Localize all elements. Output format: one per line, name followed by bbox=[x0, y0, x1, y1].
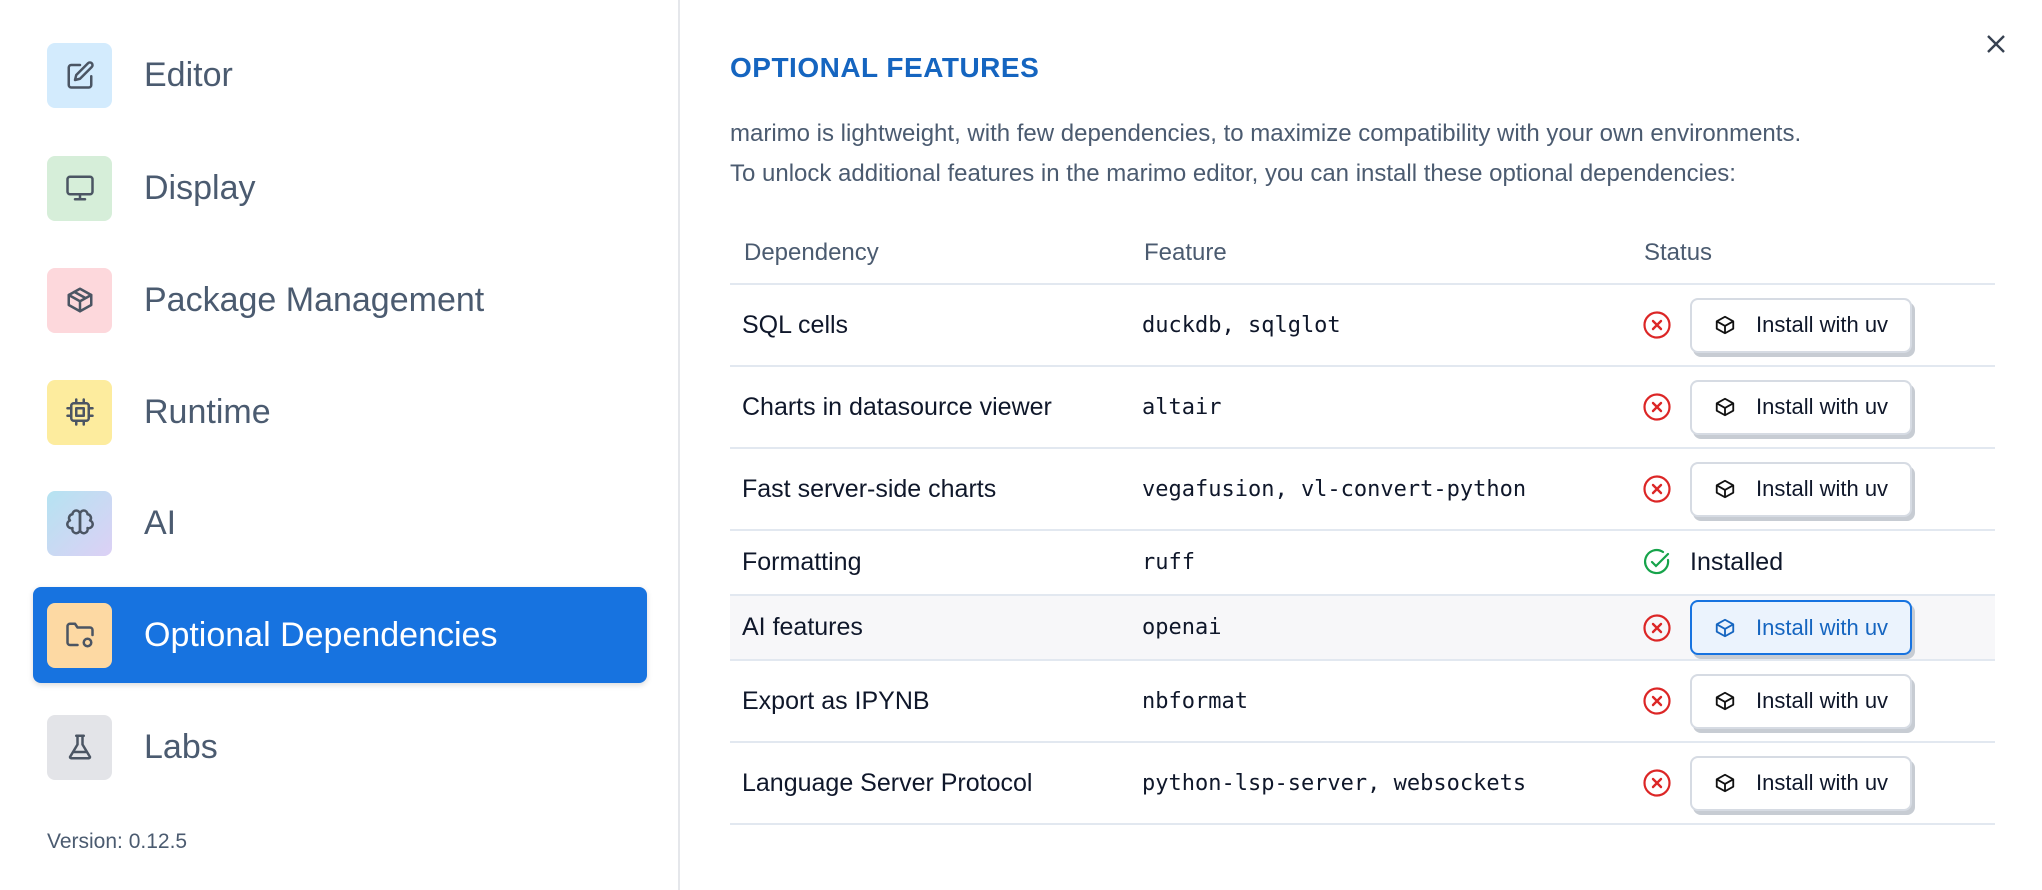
package-icon bbox=[1715, 397, 1735, 417]
dependency-cell: Export as IPYNB bbox=[730, 660, 1130, 743]
sidebar-item-label: Runtime bbox=[144, 392, 271, 431]
sidebar-item-editor[interactable]: Editor bbox=[33, 27, 647, 123]
table-row: Fast server-side charts vegafusion, vl-co… bbox=[730, 448, 1995, 531]
install-with-uv-button[interactable]: Install with uv bbox=[1690, 379, 1913, 435]
table-row: Charts in datasource viewer altair Install… bbox=[730, 366, 1995, 449]
button-label: Install with uv bbox=[1756, 394, 1889, 419]
sidebar-item-label: Editor bbox=[144, 55, 233, 94]
x-circle-icon bbox=[1643, 311, 1671, 339]
feature-cell: duckdb, sqlglot bbox=[1130, 284, 1630, 367]
x-circle-icon bbox=[1643, 687, 1671, 715]
button-label: Install with uv bbox=[1756, 476, 1889, 501]
description: marimo is lightweight, with few dependen… bbox=[730, 114, 2030, 194]
cpu-icon bbox=[47, 379, 112, 445]
check-circle-icon bbox=[1644, 548, 1670, 574]
feature-cell: ruff bbox=[1130, 530, 1630, 596]
x-circle-icon bbox=[1643, 475, 1671, 503]
package-icon bbox=[1715, 618, 1735, 637]
package-icon bbox=[47, 267, 112, 333]
dependency-cell: Charts in datasource viewer bbox=[730, 366, 1130, 449]
close-icon bbox=[1987, 35, 2005, 53]
version-label: Version: 0.12.5 bbox=[47, 830, 188, 853]
button-label: Install with uv bbox=[1756, 688, 1889, 713]
sidebar-item-label: Optional Dependencies bbox=[144, 615, 498, 654]
sidebar-item-label: AI bbox=[144, 503, 177, 542]
column-header-dependency: Dependency bbox=[730, 222, 1130, 285]
sidebar-item-package-management[interactable]: Package Management bbox=[33, 252, 647, 348]
description-line: To unlock additional features in the mar… bbox=[730, 160, 1736, 187]
settings-sidebar: Version: 0.12.5 Editor Display Package Man… bbox=[0, 0, 680, 890]
sidebar-item-runtime[interactable]: Runtime bbox=[33, 364, 647, 460]
button-label: Install with uv bbox=[1756, 312, 1889, 337]
description-line: marimo is lightweight, with few dependen… bbox=[730, 120, 1802, 147]
button-label: Install with uv bbox=[1756, 770, 1889, 795]
dependencies-table: Dependency Feature Status SQL cells duckd… bbox=[730, 222, 1995, 825]
install-with-uv-button[interactable]: Install with uv bbox=[1690, 461, 1913, 517]
status-cell: Install with uv bbox=[1630, 595, 1995, 661]
package-icon bbox=[1715, 479, 1735, 499]
flask-icon bbox=[47, 714, 112, 780]
feature-cell: altair bbox=[1130, 366, 1630, 449]
sidebar-item-label: Package Management bbox=[144, 280, 485, 319]
x-circle-icon bbox=[1643, 613, 1671, 642]
table-row: Formatting ruff Installed bbox=[730, 530, 1995, 596]
feature-cell: nbformat bbox=[1130, 660, 1630, 743]
status-cell: Install with uv bbox=[1630, 448, 1995, 531]
table-row: AI features openai Install with uv bbox=[730, 595, 1995, 661]
status-cell: Installed bbox=[1630, 530, 1995, 596]
status-cell: Install with uv bbox=[1630, 660, 1995, 743]
x-circle-icon bbox=[1643, 769, 1671, 797]
table-row: Language Server Protocol python-lsp-serve… bbox=[730, 742, 1995, 825]
package-icon bbox=[1715, 315, 1735, 335]
sidebar-item-display[interactable]: Display bbox=[33, 140, 647, 236]
sidebar-item-label: Labs bbox=[144, 727, 218, 766]
dependency-cell: SQL cells bbox=[730, 284, 1130, 367]
brain-icon bbox=[47, 490, 112, 556]
feature-cell: vegafusion, vl-convert-python bbox=[1130, 448, 1630, 531]
sidebar-item-labs[interactable]: Labs bbox=[33, 699, 647, 795]
column-header-status: Status bbox=[1630, 222, 1995, 285]
install-with-uv-button[interactable]: Install with uv bbox=[1690, 755, 1913, 811]
edit-icon bbox=[47, 42, 112, 108]
table-row: SQL cells duckdb, sqlglot Install with uv bbox=[730, 284, 1995, 367]
feature-cell: openai bbox=[1130, 595, 1630, 661]
status-cell: Install with uv bbox=[1630, 742, 1995, 825]
install-with-uv-button[interactable]: Install with uv bbox=[1690, 673, 1913, 729]
package-icon bbox=[1715, 773, 1735, 793]
sidebar-item-ai[interactable]: AI bbox=[33, 475, 647, 571]
sidebar-item-label: Display bbox=[144, 168, 256, 207]
dependency-cell: Language Server Protocol bbox=[730, 742, 1130, 825]
table-row: Export as IPYNB nbformat Install with uv bbox=[730, 660, 1995, 743]
installed-label: Installed bbox=[1690, 548, 1784, 576]
install-with-uv-button[interactable]: Install with uv bbox=[1690, 600, 1913, 655]
sidebar-item-optional-dependencies[interactable]: Optional Dependencies bbox=[33, 587, 647, 683]
status-cell: Install with uv bbox=[1630, 366, 1995, 449]
install-with-uv-button[interactable]: Install with uv bbox=[1690, 297, 1913, 353]
package-icon bbox=[1715, 691, 1735, 711]
dependency-cell: Fast server-side charts bbox=[730, 448, 1130, 531]
dependency-cell: AI features bbox=[730, 595, 1130, 661]
dependency-cell: Formatting bbox=[730, 530, 1130, 596]
status-cell: Install with uv bbox=[1630, 284, 1995, 367]
folder-cog-icon bbox=[47, 602, 112, 668]
feature-cell: python-lsp-server, websockets bbox=[1130, 742, 1630, 825]
column-header-feature: Feature bbox=[1130, 222, 1630, 285]
close-button[interactable] bbox=[1982, 30, 2010, 58]
button-label: Install with uv bbox=[1756, 614, 1889, 640]
x-circle-icon bbox=[1643, 393, 1671, 421]
page-title: OPTIONAL FEATURES bbox=[730, 52, 1040, 83]
monitor-icon bbox=[47, 155, 112, 221]
